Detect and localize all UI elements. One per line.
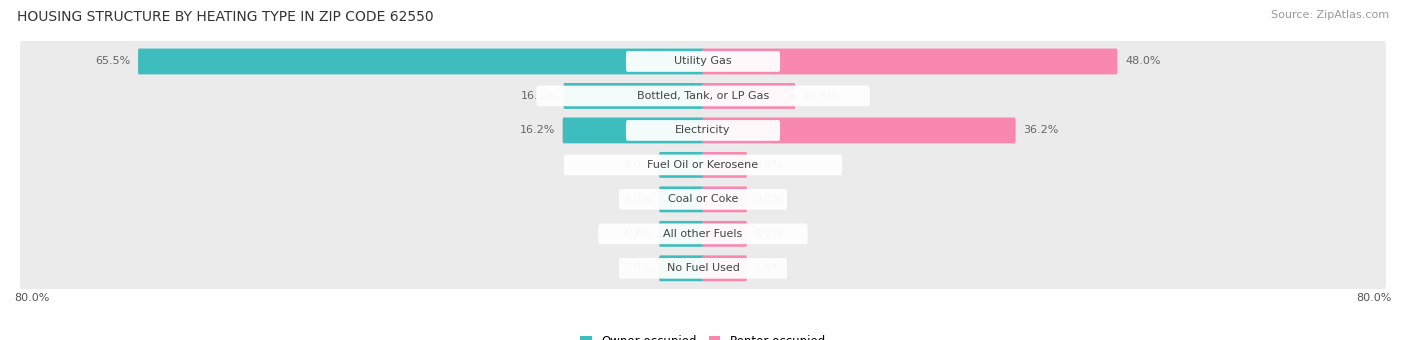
Text: Electricity: Electricity (675, 125, 731, 135)
Text: 0.0%: 0.0% (623, 160, 651, 170)
Text: All other Fuels: All other Fuels (664, 229, 742, 239)
FancyBboxPatch shape (702, 255, 747, 281)
Text: 80.0%: 80.0% (14, 293, 49, 303)
Text: Source: ZipAtlas.com: Source: ZipAtlas.com (1271, 10, 1389, 20)
FancyBboxPatch shape (562, 118, 704, 143)
Text: No Fuel Used: No Fuel Used (666, 263, 740, 273)
Text: 16.2%: 16.2% (519, 125, 555, 135)
FancyBboxPatch shape (20, 175, 1386, 223)
FancyBboxPatch shape (536, 86, 870, 106)
Text: 16.1%: 16.1% (520, 91, 555, 101)
Text: Coal or Coke: Coal or Coke (668, 194, 738, 204)
Text: 80.0%: 80.0% (1357, 293, 1392, 303)
Text: 10.6%: 10.6% (803, 91, 838, 101)
FancyBboxPatch shape (702, 49, 1118, 74)
Text: HOUSING STRUCTURE BY HEATING TYPE IN ZIP CODE 62550: HOUSING STRUCTURE BY HEATING TYPE IN ZIP… (17, 10, 433, 24)
FancyBboxPatch shape (20, 38, 1386, 85)
FancyBboxPatch shape (626, 51, 780, 72)
FancyBboxPatch shape (564, 155, 842, 175)
FancyBboxPatch shape (659, 186, 704, 212)
FancyBboxPatch shape (659, 221, 704, 247)
FancyBboxPatch shape (702, 83, 796, 109)
FancyBboxPatch shape (626, 120, 780, 141)
FancyBboxPatch shape (20, 244, 1386, 292)
FancyBboxPatch shape (20, 107, 1386, 154)
FancyBboxPatch shape (702, 152, 747, 178)
Text: 48.0%: 48.0% (1125, 56, 1160, 67)
Text: 1.6%: 1.6% (755, 263, 783, 273)
Text: 0.0%: 0.0% (623, 263, 651, 273)
FancyBboxPatch shape (659, 255, 704, 281)
FancyBboxPatch shape (20, 72, 1386, 120)
FancyBboxPatch shape (564, 83, 704, 109)
Text: 0.0%: 0.0% (623, 194, 651, 204)
FancyBboxPatch shape (599, 223, 807, 244)
Text: 65.5%: 65.5% (96, 56, 131, 67)
FancyBboxPatch shape (659, 152, 704, 178)
Text: 1.3%: 1.3% (623, 229, 651, 239)
FancyBboxPatch shape (619, 258, 787, 279)
Legend: Owner-occupied, Renter-occupied: Owner-occupied, Renter-occupied (575, 330, 831, 340)
FancyBboxPatch shape (702, 186, 747, 212)
FancyBboxPatch shape (702, 221, 747, 247)
FancyBboxPatch shape (138, 49, 704, 74)
FancyBboxPatch shape (20, 141, 1386, 189)
Text: Fuel Oil or Kerosene: Fuel Oil or Kerosene (647, 160, 759, 170)
Text: Utility Gas: Utility Gas (675, 56, 731, 67)
Text: 0.0%: 0.0% (755, 194, 783, 204)
FancyBboxPatch shape (702, 118, 1015, 143)
FancyBboxPatch shape (619, 189, 787, 210)
Text: Bottled, Tank, or LP Gas: Bottled, Tank, or LP Gas (637, 91, 769, 101)
Text: 36.2%: 36.2% (1024, 125, 1059, 135)
Text: 3.7%: 3.7% (755, 229, 783, 239)
Text: 0.0%: 0.0% (755, 160, 783, 170)
FancyBboxPatch shape (20, 210, 1386, 258)
